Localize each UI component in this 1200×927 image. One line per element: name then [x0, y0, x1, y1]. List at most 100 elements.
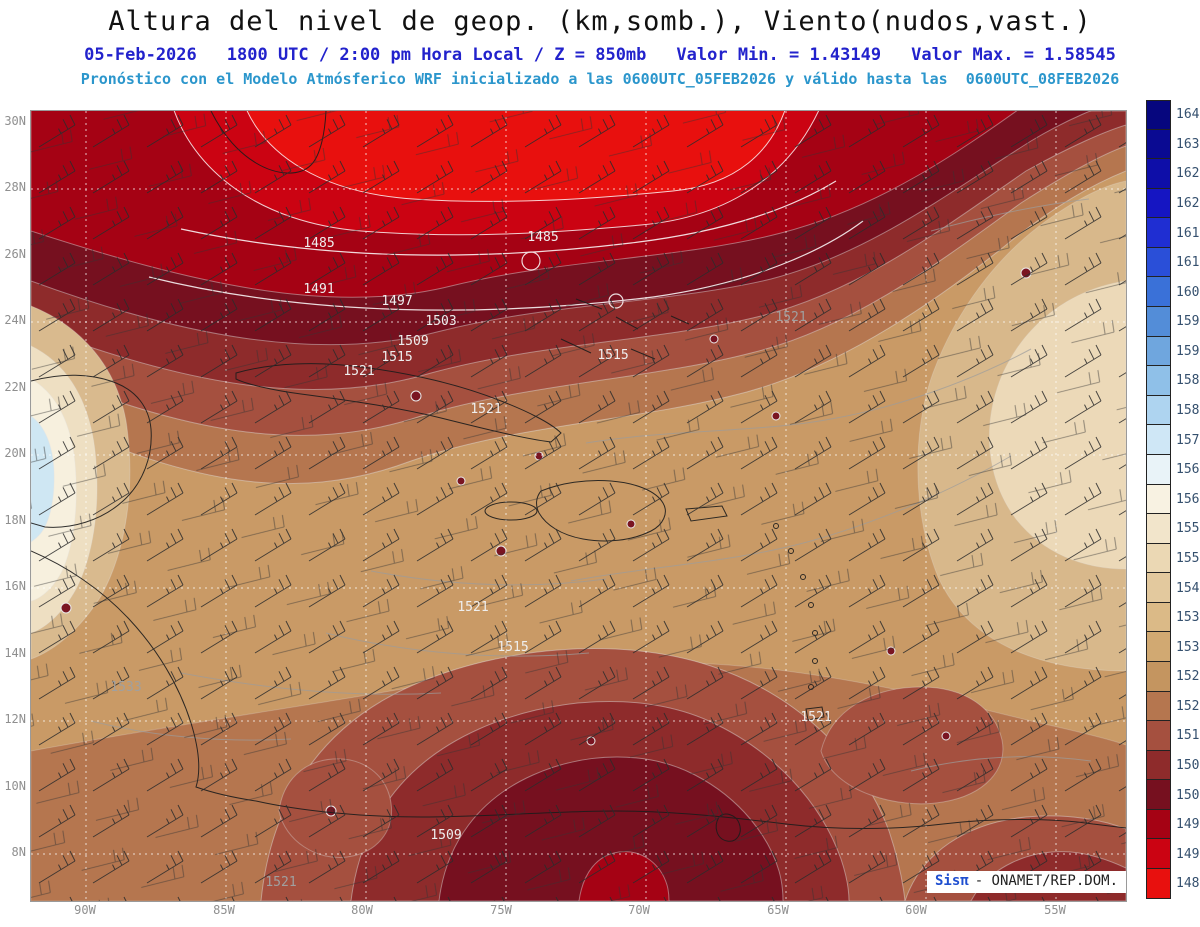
colorbar-swatch [1146, 159, 1171, 189]
colorbar-label: 1491 [1176, 846, 1200, 862]
lon-tick-label: 55W [1044, 903, 1066, 917]
colorbar-row: 1527 [1146, 661, 1200, 692]
colorbar-label: 1635 [1176, 136, 1200, 152]
colorbar-label: 1485 [1176, 876, 1200, 892]
colorbar-swatch [1146, 573, 1171, 603]
colorbar-label: 1527 [1176, 669, 1200, 685]
colorbar-label: 1533 [1176, 639, 1200, 655]
colorbar-row: 1563 [1146, 484, 1200, 515]
colorbar-swatch [1146, 691, 1171, 722]
sispi-logo: Sisπ [934, 873, 969, 889]
colorbar-label: 1569 [1176, 462, 1200, 478]
contour-label: 1509 [430, 828, 461, 843]
lat-tick-label: 16N [4, 579, 26, 594]
datetime-line: 05-Feb-2026 1800 UTC / 2:00 pm Hora Loca… [0, 45, 1200, 65]
contour-label: 1485 [527, 230, 558, 245]
contour-label: 1521 [457, 600, 488, 615]
lat-tick-label: 14N [4, 645, 26, 660]
branding-box: Sisπ - ONAMET/REP.DOM. [926, 871, 1126, 893]
contour-label: 1521 [265, 875, 296, 890]
colorbar-swatch [1146, 188, 1171, 219]
value-min-label: Valor Min. = 1.43149 [676, 45, 882, 65]
lon-tick-label: 75W [490, 903, 512, 917]
colorbar-swatch [1146, 514, 1171, 544]
colorbar-swatch [1146, 484, 1171, 515]
contour-label: 1485 [303, 236, 334, 251]
contour-label: 1515 [381, 350, 412, 365]
colorbar-swatch [1146, 277, 1171, 308]
colorbar-label: 1557 [1176, 521, 1200, 537]
colorbar-row: 1569 [1146, 454, 1200, 485]
contour-label: 1497 [381, 294, 412, 309]
colorbar-swatch [1146, 661, 1171, 692]
forecast-valid-info: 1800 UTC / 2:00 pm Hora Local / Z = 850m… [226, 45, 647, 65]
contour-label: 1515 [497, 640, 528, 655]
contour-label: 1521 [800, 710, 831, 725]
colorbar-swatch [1146, 809, 1171, 840]
lon-tick-label: 90W [74, 903, 96, 917]
colorbar-row: 1599 [1146, 307, 1200, 337]
lat-tick-label: 28N [4, 180, 26, 195]
lat-tick-label: 10N [4, 778, 26, 793]
colorbar-swatch [1146, 100, 1171, 130]
colorbar-row: 1587 [1146, 366, 1200, 396]
colorbar-swatch [1146, 869, 1171, 899]
contour-label: 1521 [775, 310, 806, 325]
contour-label: 1509 [397, 334, 428, 349]
colorbar-swatch [1146, 307, 1171, 337]
map-area[interactable]: 1485 1485 1491 1497 1503 1509 1515 1515 … [30, 110, 1127, 902]
colorbar-row: 1593 [1146, 336, 1200, 367]
lon-tick-label: 60W [905, 903, 927, 917]
colorbar-swatch [1146, 454, 1171, 485]
wind-barbs-overlay-2 [31, 111, 1126, 901]
page-title: Altura del nivel de geop. (km,somb.), Vi… [108, 6, 1092, 37]
forecast-date: 05-Feb-2026 [84, 45, 197, 65]
colorbar-row: 1509 [1146, 750, 1200, 781]
contour-label: 1503 [425, 314, 456, 329]
branding-text: - ONAMET/REP.DOM. [974, 873, 1118, 889]
colorbar-row: 1629 [1146, 159, 1200, 189]
model-info-line: Pronóstico con el Modelo Atmósferico WRF… [80, 70, 1120, 88]
lat-tick-label: 26N [4, 246, 26, 261]
colorbar-row: 1485 [1146, 869, 1200, 899]
colorbar-row: 1545 [1146, 573, 1200, 603]
colorbar-label: 1587 [1176, 373, 1200, 389]
colorbar-row: 1491 [1146, 839, 1200, 870]
colorbar-row: 1557 [1146, 514, 1200, 544]
weather-map-canvas: 1485 1485 1491 1497 1503 1509 1515 1515 … [31, 111, 1126, 901]
lat-tick-label: 18N [4, 512, 26, 527]
colorbar-swatch [1146, 218, 1171, 248]
contour-label: 1491 [303, 282, 334, 297]
lat-tick-label: 24N [4, 313, 26, 328]
colorbar-row: 1605 [1146, 277, 1200, 308]
colorbar-label: 1509 [1176, 758, 1200, 773]
colorbar-swatch [1146, 129, 1171, 160]
colorbar-label: 1623 [1176, 196, 1200, 212]
colorbar-label: 1629 [1176, 166, 1200, 182]
colorbar-row: 1521 [1146, 691, 1200, 722]
colorbar-row: 1575 [1146, 425, 1200, 455]
colorbar-row: 1623 [1146, 188, 1200, 219]
lat-tick-label: 20N [4, 446, 26, 461]
contour-label: 1521 [470, 402, 501, 417]
colorbar-row: 1497 [1146, 809, 1200, 840]
lat-tick-label: 12N [4, 712, 26, 727]
lat-tick-label: 8N [11, 844, 26, 859]
lat-tick-label: 30N [4, 114, 26, 128]
colorbar-swatch [1146, 780, 1171, 810]
lon-tick-label: 65W [767, 903, 789, 917]
colorbar-swatch [1146, 543, 1171, 574]
colorbar-swatch [1146, 602, 1171, 633]
contour-label: 1533 [110, 680, 141, 695]
colorbar-row: 1533 [1146, 632, 1200, 662]
colorbar-swatch [1146, 632, 1171, 662]
colorbar-row: 1515 [1146, 721, 1200, 751]
colorbar-label: 1539 [1176, 610, 1200, 626]
